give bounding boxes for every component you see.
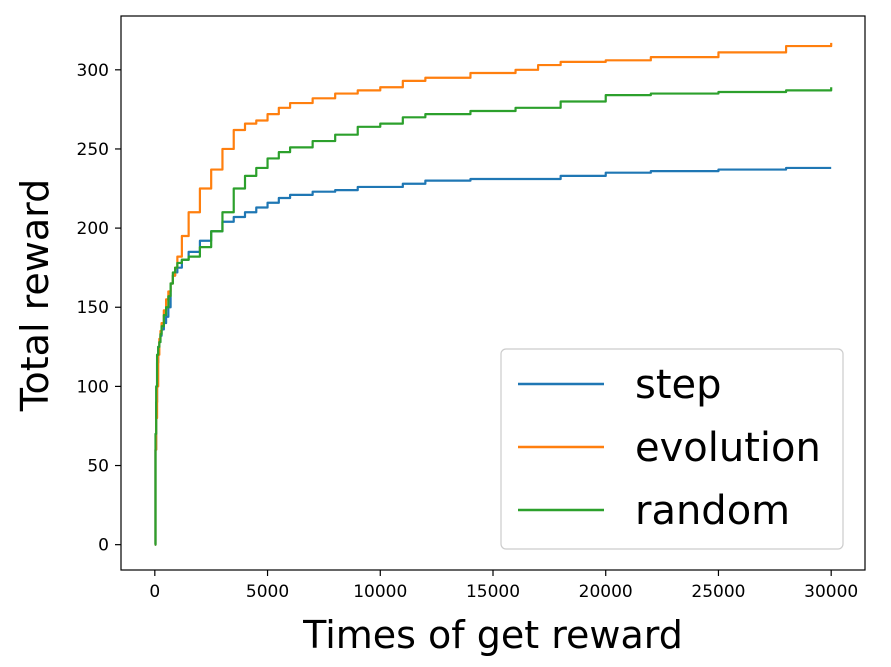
x-tick-label: 0 [149, 582, 160, 602]
x-tick-label: 25000 [691, 582, 745, 602]
y-tick-label: 300 [77, 61, 109, 81]
legend-box [500, 348, 844, 550]
x-axis-label: Times of get reward [302, 613, 683, 657]
y-axis-label: Total reward [13, 179, 57, 412]
series-lines [154, 42, 833, 546]
x-tick-label: 20000 [579, 582, 633, 602]
series-line-random [154, 87, 833, 546]
legend-label-random: random [635, 488, 790, 534]
legend-label-step: step [635, 362, 722, 408]
x-tick-label: 5000 [246, 582, 289, 602]
y-tick-label: 150 [77, 298, 109, 318]
x-tick-label: 10000 [353, 582, 407, 602]
legend-label-evolution: evolution [635, 425, 821, 471]
legend: step evolution random [500, 348, 844, 550]
y-tick-label: 200 [77, 219, 109, 239]
x-tick-label: 30000 [804, 582, 858, 602]
x-tick-label: 15000 [466, 582, 520, 602]
y-tick-label: 250 [77, 140, 109, 160]
axes: 0 5000 10000 15000 20000 25000 30000 0 50 100 150 2… [77, 15, 866, 602]
plot-area [154, 42, 833, 546]
y-tick-label: 50 [87, 457, 109, 477]
y-tick-label: 100 [77, 377, 109, 397]
y-tick-label: 0 [98, 536, 109, 556]
